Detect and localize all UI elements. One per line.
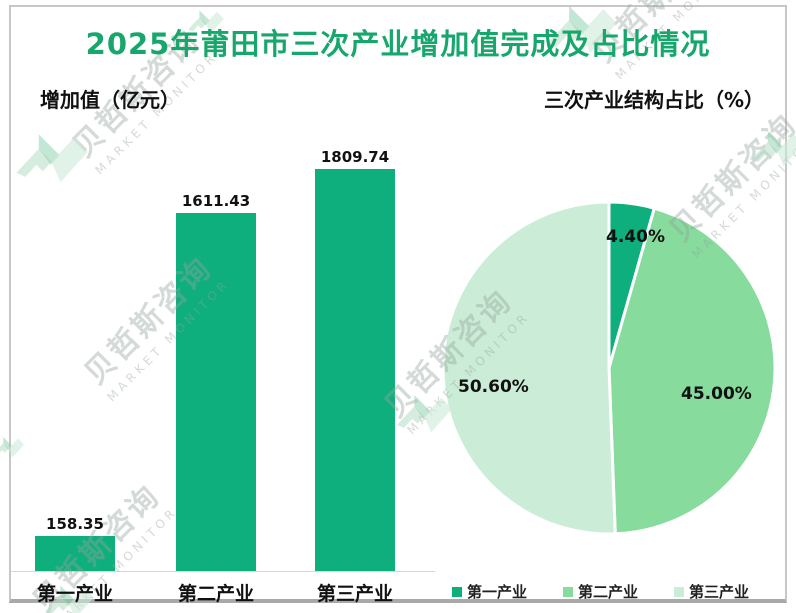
legend-swatch-icon: [674, 586, 685, 597]
pie-chart: [441, 200, 777, 536]
pie-legend: 第一产业 第二产业 第三产业: [452, 581, 749, 602]
bar: [35, 536, 115, 571]
pie-slice: [607, 206, 777, 536]
bar-chart-header: 增加值（亿元）: [40, 88, 180, 112]
legend-item: 第一产业: [452, 581, 527, 602]
legend-label: 第三产业: [689, 583, 750, 601]
bar-value-label: 158.35: [46, 515, 104, 533]
pie-percent-label: 50.60%: [458, 377, 529, 397]
bar: [315, 169, 395, 571]
pie-percent-label: 45.00%: [681, 384, 752, 404]
bar-value-label: 1809.74: [320, 148, 390, 166]
legend-item: 第三产业: [674, 581, 749, 602]
bar-chart-axis-line: [11, 571, 435, 572]
legend-swatch-icon: [452, 586, 462, 597]
legend-label: 第一产业: [467, 583, 528, 601]
pie-slice: [441, 200, 617, 536]
chart-title: 2025年莆田市三次产业增加值完成及占比情况: [85, 27, 711, 61]
bar-category-label: 第三产业: [316, 583, 393, 605]
bar-category-label: 第一产业: [36, 583, 113, 605]
bar-value-label: 1611.43: [181, 192, 251, 210]
legend-item: 第二产业: [563, 581, 638, 602]
chart-frame: [9, 5, 787, 603]
bar-category-label: 第二产业: [177, 583, 254, 605]
pie-chart-header: 三次产业结构占比（%）: [544, 88, 765, 112]
legend-swatch-icon: [563, 586, 574, 597]
legend-label: 第二产业: [578, 583, 639, 601]
bar: [176, 213, 256, 571]
pie-percent-label: 4.40%: [606, 227, 665, 247]
